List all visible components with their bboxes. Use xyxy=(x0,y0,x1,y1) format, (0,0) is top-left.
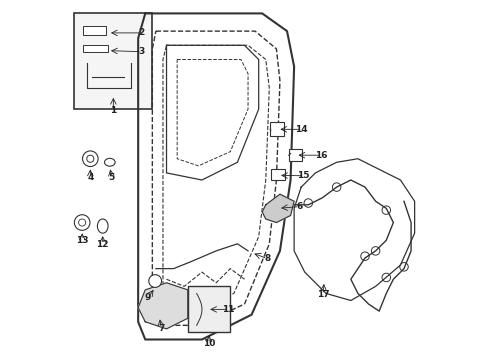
Text: 12: 12 xyxy=(96,240,109,249)
Bar xyxy=(187,286,230,332)
Text: 9: 9 xyxy=(144,293,151,302)
Circle shape xyxy=(74,215,90,230)
Polygon shape xyxy=(138,283,187,329)
Bar xyxy=(74,13,152,109)
Text: 3: 3 xyxy=(138,47,144,56)
Text: 8: 8 xyxy=(264,254,270,263)
Text: 4: 4 xyxy=(87,173,93,182)
Bar xyxy=(288,149,302,161)
Circle shape xyxy=(82,151,98,167)
Bar xyxy=(83,26,106,35)
Text: 1: 1 xyxy=(110,107,116,116)
Text: 13: 13 xyxy=(76,236,88,245)
Ellipse shape xyxy=(104,158,115,166)
Polygon shape xyxy=(262,194,293,222)
Bar xyxy=(269,122,284,136)
Ellipse shape xyxy=(97,219,108,233)
Text: 7: 7 xyxy=(158,324,164,333)
Circle shape xyxy=(148,275,161,287)
Bar xyxy=(270,169,285,180)
Text: 17: 17 xyxy=(316,290,329,299)
Text: 15: 15 xyxy=(297,171,309,180)
Text: 11: 11 xyxy=(222,305,234,314)
Circle shape xyxy=(86,155,94,162)
Circle shape xyxy=(79,219,85,226)
Bar xyxy=(83,45,108,53)
Text: 2: 2 xyxy=(138,28,144,37)
Text: 5: 5 xyxy=(108,173,115,182)
Text: 10: 10 xyxy=(203,339,215,348)
Text: 6: 6 xyxy=(296,202,302,211)
Text: 16: 16 xyxy=(315,151,327,160)
Text: 14: 14 xyxy=(294,125,307,134)
